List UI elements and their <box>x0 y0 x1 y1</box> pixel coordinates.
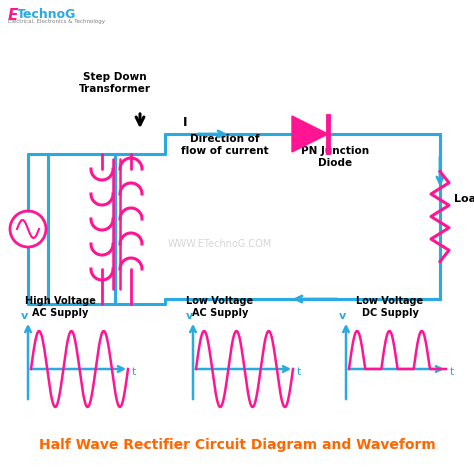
Text: Electrical, Electronics & Technology: Electrical, Electronics & Technology <box>8 19 105 24</box>
Text: t: t <box>450 367 454 377</box>
Text: t: t <box>132 367 136 377</box>
Text: Step Down
Transformer: Step Down Transformer <box>79 73 151 94</box>
Text: v: v <box>338 311 346 321</box>
Text: Low Voltage
DC Supply: Low Voltage DC Supply <box>356 296 424 318</box>
Text: High Voltage
AC Supply: High Voltage AC Supply <box>25 296 95 318</box>
Text: Direction of
flow of current: Direction of flow of current <box>181 135 269 156</box>
Text: E: E <box>8 8 18 23</box>
Text: Half Wave Rectifier Circuit Diagram and Waveform: Half Wave Rectifier Circuit Diagram and … <box>38 438 436 452</box>
Text: v: v <box>20 311 27 321</box>
Polygon shape <box>292 116 328 152</box>
Text: TechnoG: TechnoG <box>17 8 76 21</box>
Text: WWW.ETechnoG.COM: WWW.ETechnoG.COM <box>168 239 272 249</box>
Text: t: t <box>297 367 301 377</box>
Text: I: I <box>183 116 187 129</box>
Text: PN Junction
Diode: PN Junction Diode <box>301 146 369 168</box>
Text: v: v <box>185 311 192 321</box>
Text: Low Voltage
AC Supply: Low Voltage AC Supply <box>186 296 254 318</box>
Text: Load: Load <box>454 193 474 203</box>
